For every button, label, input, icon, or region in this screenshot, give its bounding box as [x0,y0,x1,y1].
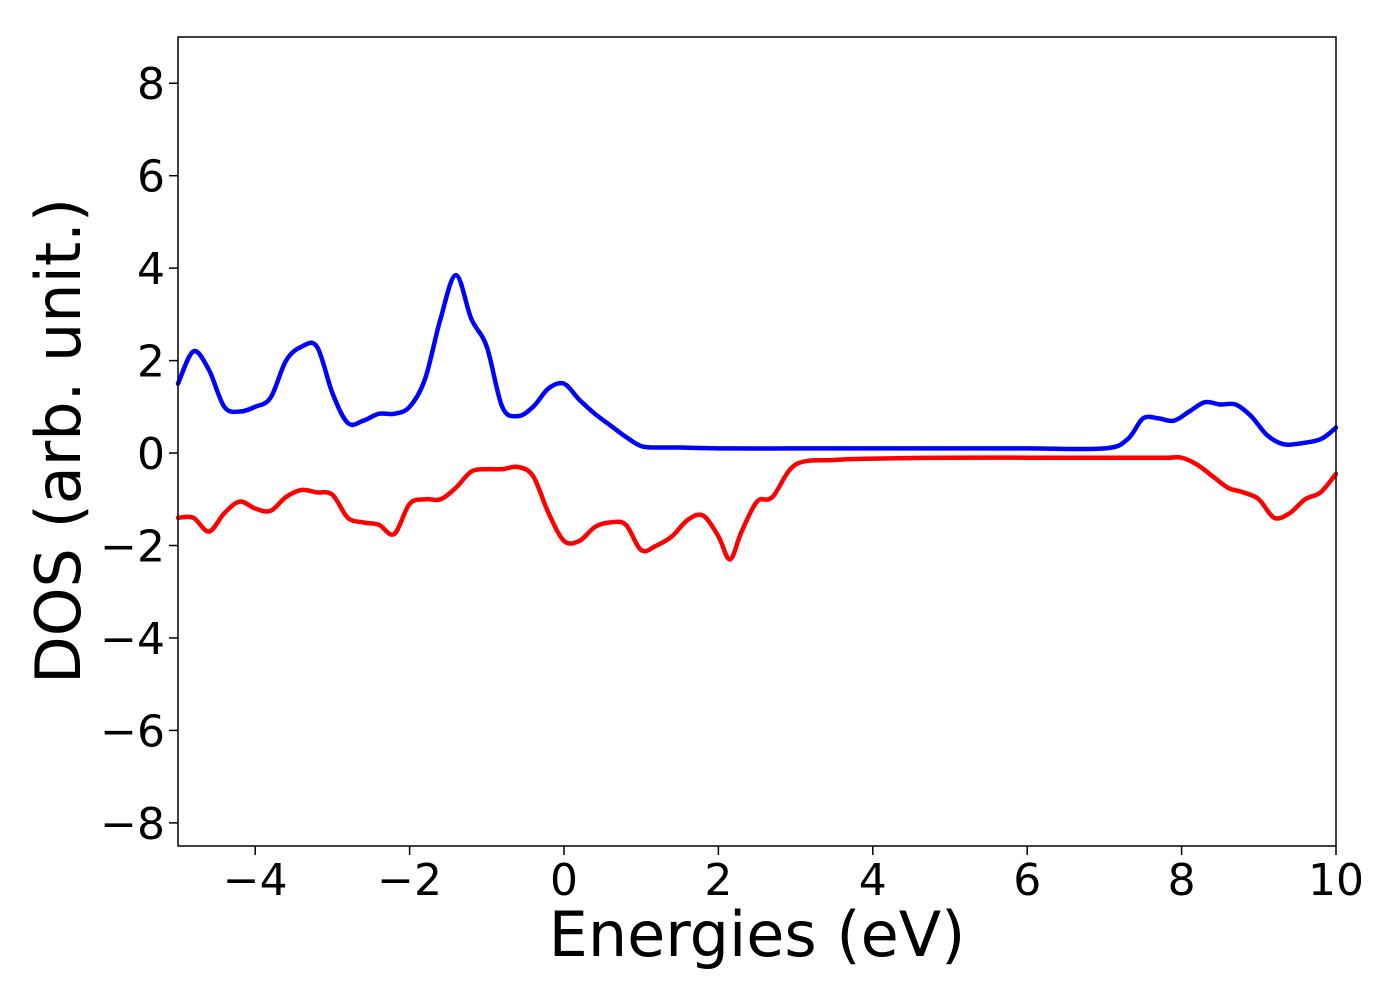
ticks-layer: −4 −2 0 2 4 6 8 10 −8 −6 −4 −2 0 2 4 6 8 [100,59,1364,906]
x-tick-label: 2 [704,855,732,906]
series-line-2 [175,454,1339,562]
x-tick-label: 8 [1168,855,1196,906]
y-tick-label: −6 [100,706,165,757]
y-tick-label: −4 [100,614,165,665]
x-tick-label: −4 [223,855,288,906]
y-tick-label: −2 [100,522,165,573]
y-tick-label: 6 [137,152,165,203]
y-axis-title: DOS (arb. unit.) [22,198,95,684]
x-tick-label: 10 [1308,855,1364,906]
y-tick-label: 8 [137,59,165,110]
y-tick-label: −8 [100,799,165,850]
plot-frame [177,36,1337,847]
y-tick-label: 2 [137,337,165,388]
x-tick-label: 0 [550,855,578,906]
x-tick-label: 6 [1013,855,1041,906]
y-tick-label: 4 [137,244,165,295]
series-layer [175,272,1339,562]
y-tick-label: 0 [137,429,165,480]
x-tick-label: 4 [859,855,887,906]
series-line-1 [175,272,1339,452]
x-tick-label: −2 [377,855,442,906]
x-axis-title: Energies (eV) [549,898,966,971]
